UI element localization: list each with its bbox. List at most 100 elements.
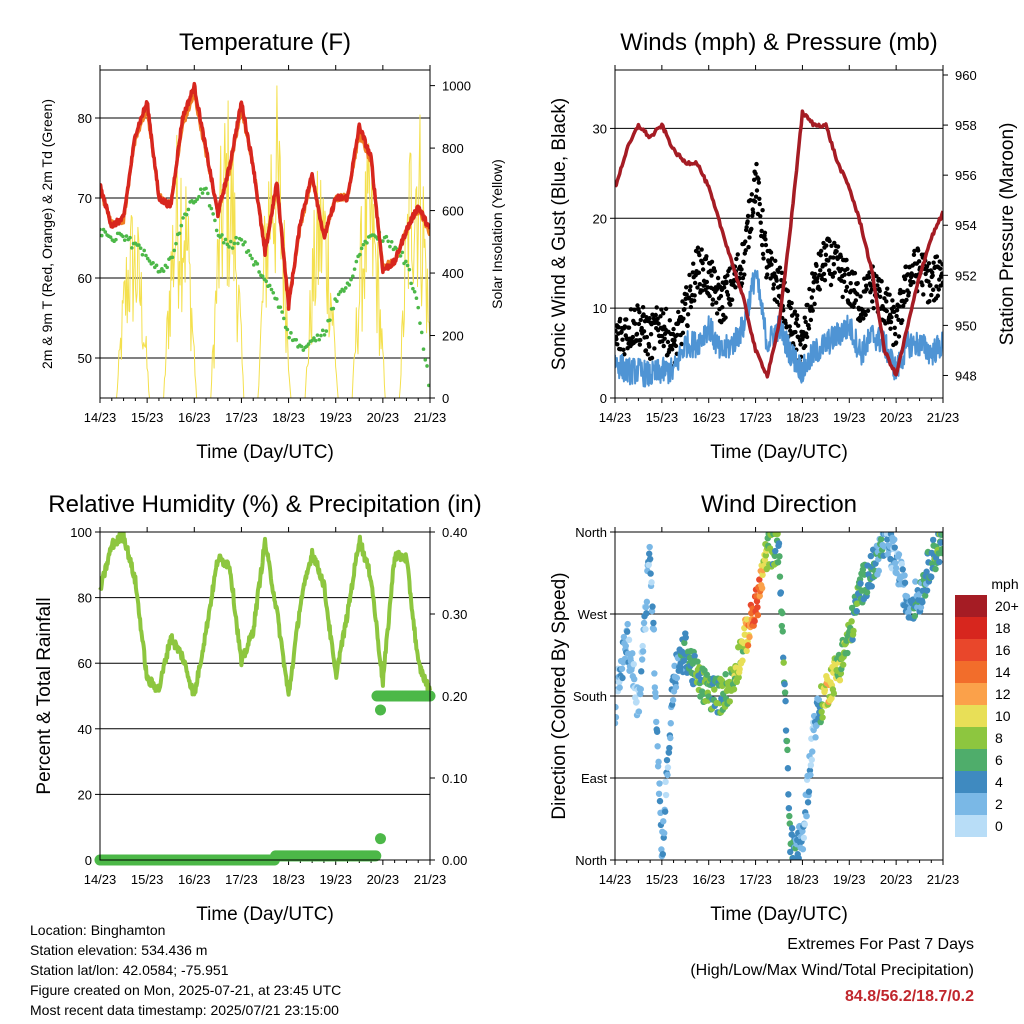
gust-point [649, 355, 655, 361]
gust-point [778, 283, 783, 289]
direction-point [653, 728, 661, 735]
dewpoint-point [358, 252, 362, 257]
gust-point [616, 325, 621, 330]
legend-label: 16 [995, 642, 1011, 658]
y-right-tick-label: 0.00 [442, 853, 467, 868]
y-axis-label: Percent & Total Rainfall [34, 597, 55, 794]
x-tick-label: 16/23 [178, 872, 211, 887]
gust-point [759, 242, 765, 248]
direction-point [615, 714, 620, 721]
gust-point [834, 249, 839, 254]
dewpoint-point [174, 241, 178, 246]
gust-point [672, 338, 677, 343]
y-right-tick-label: 0.30 [442, 607, 467, 622]
gust-point [749, 192, 755, 197]
gust-point [877, 288, 882, 294]
gust-point [861, 316, 866, 321]
legend-label: 20+ [995, 598, 1019, 614]
dewpoint-point [138, 246, 143, 250]
dewpoint-point [400, 250, 405, 255]
direction-point [691, 652, 698, 660]
x-tick-label: 14/23 [84, 410, 117, 425]
gust-point [662, 336, 667, 341]
x-tick-label: 21/23 [927, 872, 960, 887]
direction-point [722, 671, 729, 678]
x-axis-label: Time (Day/UTC) [196, 442, 334, 463]
dewpoint-point [232, 241, 237, 246]
gust-point [817, 287, 822, 292]
legend-swatch [955, 771, 987, 793]
direction-point [899, 566, 906, 573]
gust-point [887, 292, 892, 297]
gust-point [753, 171, 758, 176]
direction-point [898, 560, 905, 568]
direction-point [805, 788, 813, 795]
gust-point [829, 243, 834, 248]
dewpoint-point [319, 333, 323, 338]
direction-point [759, 571, 766, 579]
dewpoint-point [331, 306, 336, 311]
gust-point [751, 210, 756, 215]
direction-point [779, 628, 786, 635]
x-tick-label: 20/23 [367, 872, 400, 887]
gust-point [667, 318, 673, 323]
gust-point [743, 248, 748, 253]
direction-point [923, 568, 930, 575]
gust-point [688, 284, 693, 289]
dewpoint-point [342, 289, 346, 293]
direction-point [743, 616, 751, 623]
dewpoint-point [389, 239, 394, 244]
direction-point [779, 609, 786, 617]
gust-point [905, 272, 911, 277]
gust-point [865, 308, 871, 313]
gust-point [712, 268, 718, 274]
direction-point [672, 683, 680, 691]
direction-point [633, 698, 640, 705]
direction-point [807, 761, 815, 769]
dewpoint-point [225, 242, 230, 247]
x-tick-label: 21/23 [927, 410, 960, 425]
direction-point [923, 587, 931, 594]
direction-point [911, 612, 919, 620]
gust-point [620, 337, 625, 342]
gust-point [758, 220, 763, 225]
dewpoint-point [121, 234, 125, 239]
dewpoint-point [264, 279, 268, 283]
direction-point [932, 565, 939, 573]
gust-point [852, 270, 858, 276]
direction-point [799, 846, 807, 853]
dewpoint-point [147, 259, 152, 263]
direction-point [786, 812, 793, 820]
y-tick-label: 0 [600, 391, 607, 406]
gust-point [831, 255, 836, 260]
gust-point [714, 311, 720, 316]
gust-point [777, 265, 783, 270]
timestamp-text: Most recent data timestamp: 2025/07/21 2… [30, 1002, 339, 1018]
dewpoint-point [427, 383, 430, 388]
gust-point [771, 286, 776, 291]
gust-point [911, 252, 917, 258]
legend-swatch [955, 705, 987, 727]
gust-point [768, 250, 774, 255]
dewpoint-point [294, 337, 299, 342]
dewpoint-point [306, 342, 311, 346]
y-tick-label: 0 [85, 853, 92, 868]
y-tick-label: 100 [70, 525, 92, 540]
dewpoint-point [229, 239, 233, 244]
y-tick-label: 30 [593, 121, 607, 136]
gust-point [904, 297, 909, 303]
dewpoint-point [142, 248, 146, 253]
gust-point [622, 352, 627, 357]
y-tick-label: 20 [593, 211, 607, 226]
legend-label: 12 [995, 686, 1011, 702]
direction-point [803, 812, 810, 820]
dewpoint-point [414, 296, 419, 301]
dewpoint-point [289, 331, 293, 335]
created-text: Figure created on Mon, 2025-07-21, at 23… [30, 982, 342, 998]
gust-point [871, 305, 876, 311]
dewpoint-point [197, 194, 201, 199]
dewpoint-point [299, 344, 304, 349]
x-tick-label: 20/23 [367, 410, 400, 425]
gust-point [645, 352, 650, 357]
gust-point [735, 252, 740, 257]
